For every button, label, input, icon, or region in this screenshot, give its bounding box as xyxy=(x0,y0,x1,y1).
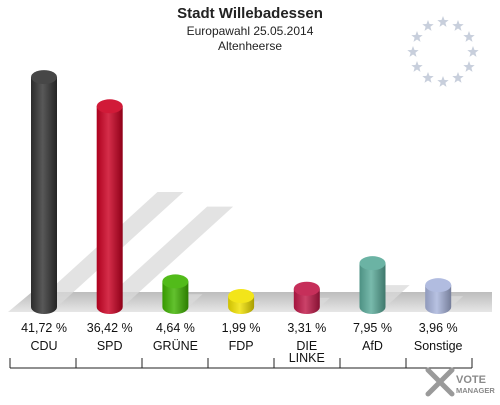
star-icon xyxy=(437,16,449,27)
value-label: 7,95 % xyxy=(353,321,392,335)
value-label: 4,64 % xyxy=(156,321,195,335)
star-icon xyxy=(452,20,464,31)
star-icon xyxy=(437,76,449,87)
star-icon xyxy=(422,20,434,31)
bar-top xyxy=(31,70,57,85)
category-label: GRÜNE xyxy=(153,339,198,353)
star-icon xyxy=(411,31,423,42)
category-label: AfD xyxy=(362,339,383,353)
logo-line1: VOTE xyxy=(456,374,486,386)
bar-die-linke xyxy=(293,288,320,314)
bar-gr-ne xyxy=(162,281,189,314)
bar-shadows xyxy=(31,192,464,307)
value-label: 36,42 % xyxy=(87,321,133,335)
star-icon xyxy=(463,61,475,72)
category-label: SPD xyxy=(97,339,123,353)
star-icon xyxy=(422,72,434,83)
bar-top xyxy=(359,256,386,271)
value-label: 41,72 % xyxy=(21,321,67,335)
bar-top xyxy=(162,274,189,289)
bar-top xyxy=(293,281,320,296)
star-icon xyxy=(407,46,419,57)
bar-spd xyxy=(96,106,123,314)
star-icon xyxy=(452,72,464,83)
bar-top xyxy=(228,289,255,304)
labels: 41,72 % CDU 36,42 % SPD 4,64 % GRÜNE 1,99 % FDP… xyxy=(21,321,463,365)
category-label: LINKE xyxy=(289,351,325,365)
category-label: Sonstige xyxy=(414,339,463,353)
bar-sonstige xyxy=(425,285,452,314)
chart-title: Stadt Willebadessen xyxy=(177,5,323,22)
bars xyxy=(31,70,452,314)
chart-subtitle: Europawahl 25.05.2014 xyxy=(186,24,314,38)
value-label: 3,96 % xyxy=(419,321,458,335)
star-icon xyxy=(411,61,423,72)
category-label: FDP xyxy=(229,339,254,353)
bar-shadow xyxy=(96,206,234,307)
category-label: CDU xyxy=(30,339,57,353)
star-icon xyxy=(467,46,479,57)
value-label: 3,31 % xyxy=(287,321,326,335)
bar-cdu xyxy=(31,77,57,314)
value-label: 1,99 % xyxy=(222,321,261,335)
logo-line2: MANAGER xyxy=(456,386,495,395)
star-icon xyxy=(463,31,475,42)
check-mark-icon xyxy=(425,367,455,397)
chart-location: Altenheerse xyxy=(217,39,283,53)
bar-top xyxy=(425,278,452,293)
bar-afd xyxy=(359,263,386,314)
bar-top xyxy=(96,99,123,114)
eu-stars-icon xyxy=(407,16,479,87)
category-label: DIE xyxy=(296,339,317,353)
category-axis xyxy=(9,358,473,369)
